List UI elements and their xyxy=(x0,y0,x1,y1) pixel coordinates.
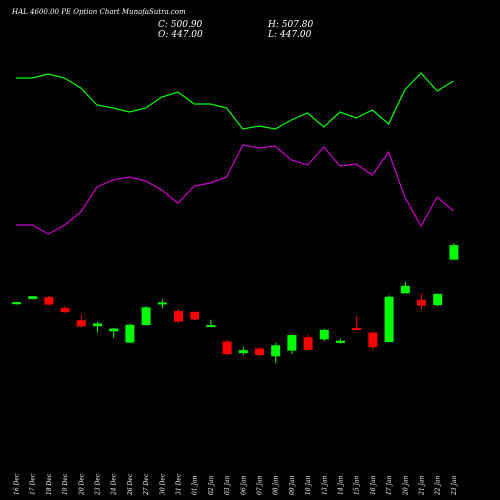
candle-body xyxy=(238,350,248,354)
candle-body xyxy=(352,328,362,331)
x-tick-label: 10 Jan xyxy=(305,475,312,495)
candle-body xyxy=(303,337,313,350)
x-tick-label: 21 Jan xyxy=(419,475,426,496)
candle-body xyxy=(417,299,426,306)
candle-body xyxy=(174,311,183,322)
x-tick-label: 24 Dec xyxy=(111,473,118,496)
candle-body xyxy=(190,311,200,320)
x-tick-label: 14 Jan xyxy=(338,475,345,495)
candle-body xyxy=(206,325,216,328)
x-tick-label: 30 Dec xyxy=(159,473,166,495)
candle-body xyxy=(157,302,167,305)
candle-body xyxy=(319,329,329,340)
upper-indicator-line xyxy=(16,72,454,130)
candle-body xyxy=(449,245,459,260)
ohlc-open: O: 447.00 xyxy=(158,30,203,40)
x-tick-label: 09 Jan xyxy=(289,475,296,495)
ohlc-close: C: 500.90 xyxy=(158,20,203,30)
x-tick-label: 16 Jan xyxy=(370,475,377,495)
candle-body xyxy=(109,328,119,332)
x-tick-label: 18 Dec xyxy=(46,473,53,495)
x-tick-label: 03 Jan xyxy=(224,475,231,495)
lower-indicator-line xyxy=(16,144,454,235)
x-tick-label: 07 Jan xyxy=(257,475,264,495)
candle-body xyxy=(141,307,151,326)
x-tick-label: 27 Dec xyxy=(143,473,150,496)
x-tick-label: 17 Dec xyxy=(30,473,37,495)
candle-body xyxy=(336,340,345,343)
candle-body xyxy=(384,296,394,343)
candle-body xyxy=(125,324,135,343)
x-tick-label: 16 Dec xyxy=(14,473,21,495)
candle-body xyxy=(222,341,232,355)
x-tick-label: 17 Jan xyxy=(386,475,393,495)
ohlc-high: H: 507.80 xyxy=(268,20,314,30)
x-tick-label: 06 Jan xyxy=(240,475,247,495)
x-tick-label: 26 Dec xyxy=(127,473,134,496)
candle-body xyxy=(28,296,38,299)
candle-body xyxy=(433,293,443,306)
x-tick-label: 20 Jan xyxy=(402,475,409,496)
chart-title: HAL 4600.00 PE Option Chart MunafaSutra.… xyxy=(12,8,186,16)
candle-body xyxy=(76,320,86,327)
candle-body xyxy=(60,308,70,313)
x-tick-label: 19 Dec xyxy=(62,473,69,495)
x-tick-label: 23 Jan xyxy=(451,475,458,496)
candle-body xyxy=(400,285,410,294)
x-tick-label: 20 Dec xyxy=(78,473,85,496)
candle-body xyxy=(271,345,281,357)
x-tick-label: 15 Jan xyxy=(354,475,361,495)
x-tick-label: 22 Jan xyxy=(435,475,442,496)
x-tick-label: 13 Jan xyxy=(321,475,328,495)
candle-body xyxy=(368,332,378,348)
candle-body xyxy=(255,348,264,355)
candle-body xyxy=(287,335,297,351)
candle-body xyxy=(44,297,54,305)
x-tick-label: 02 Jan xyxy=(208,475,215,495)
x-tick-label: 01 Jan xyxy=(192,475,199,495)
x-tick-label: 31 Dec xyxy=(176,473,183,495)
x-tick-label: 08 Jan xyxy=(273,475,280,495)
x-tick-label: 23 Dec xyxy=(95,473,102,496)
candle-body xyxy=(93,323,102,327)
candle-body xyxy=(12,302,21,305)
ohlc-low: L: 447.00 xyxy=(268,30,312,40)
